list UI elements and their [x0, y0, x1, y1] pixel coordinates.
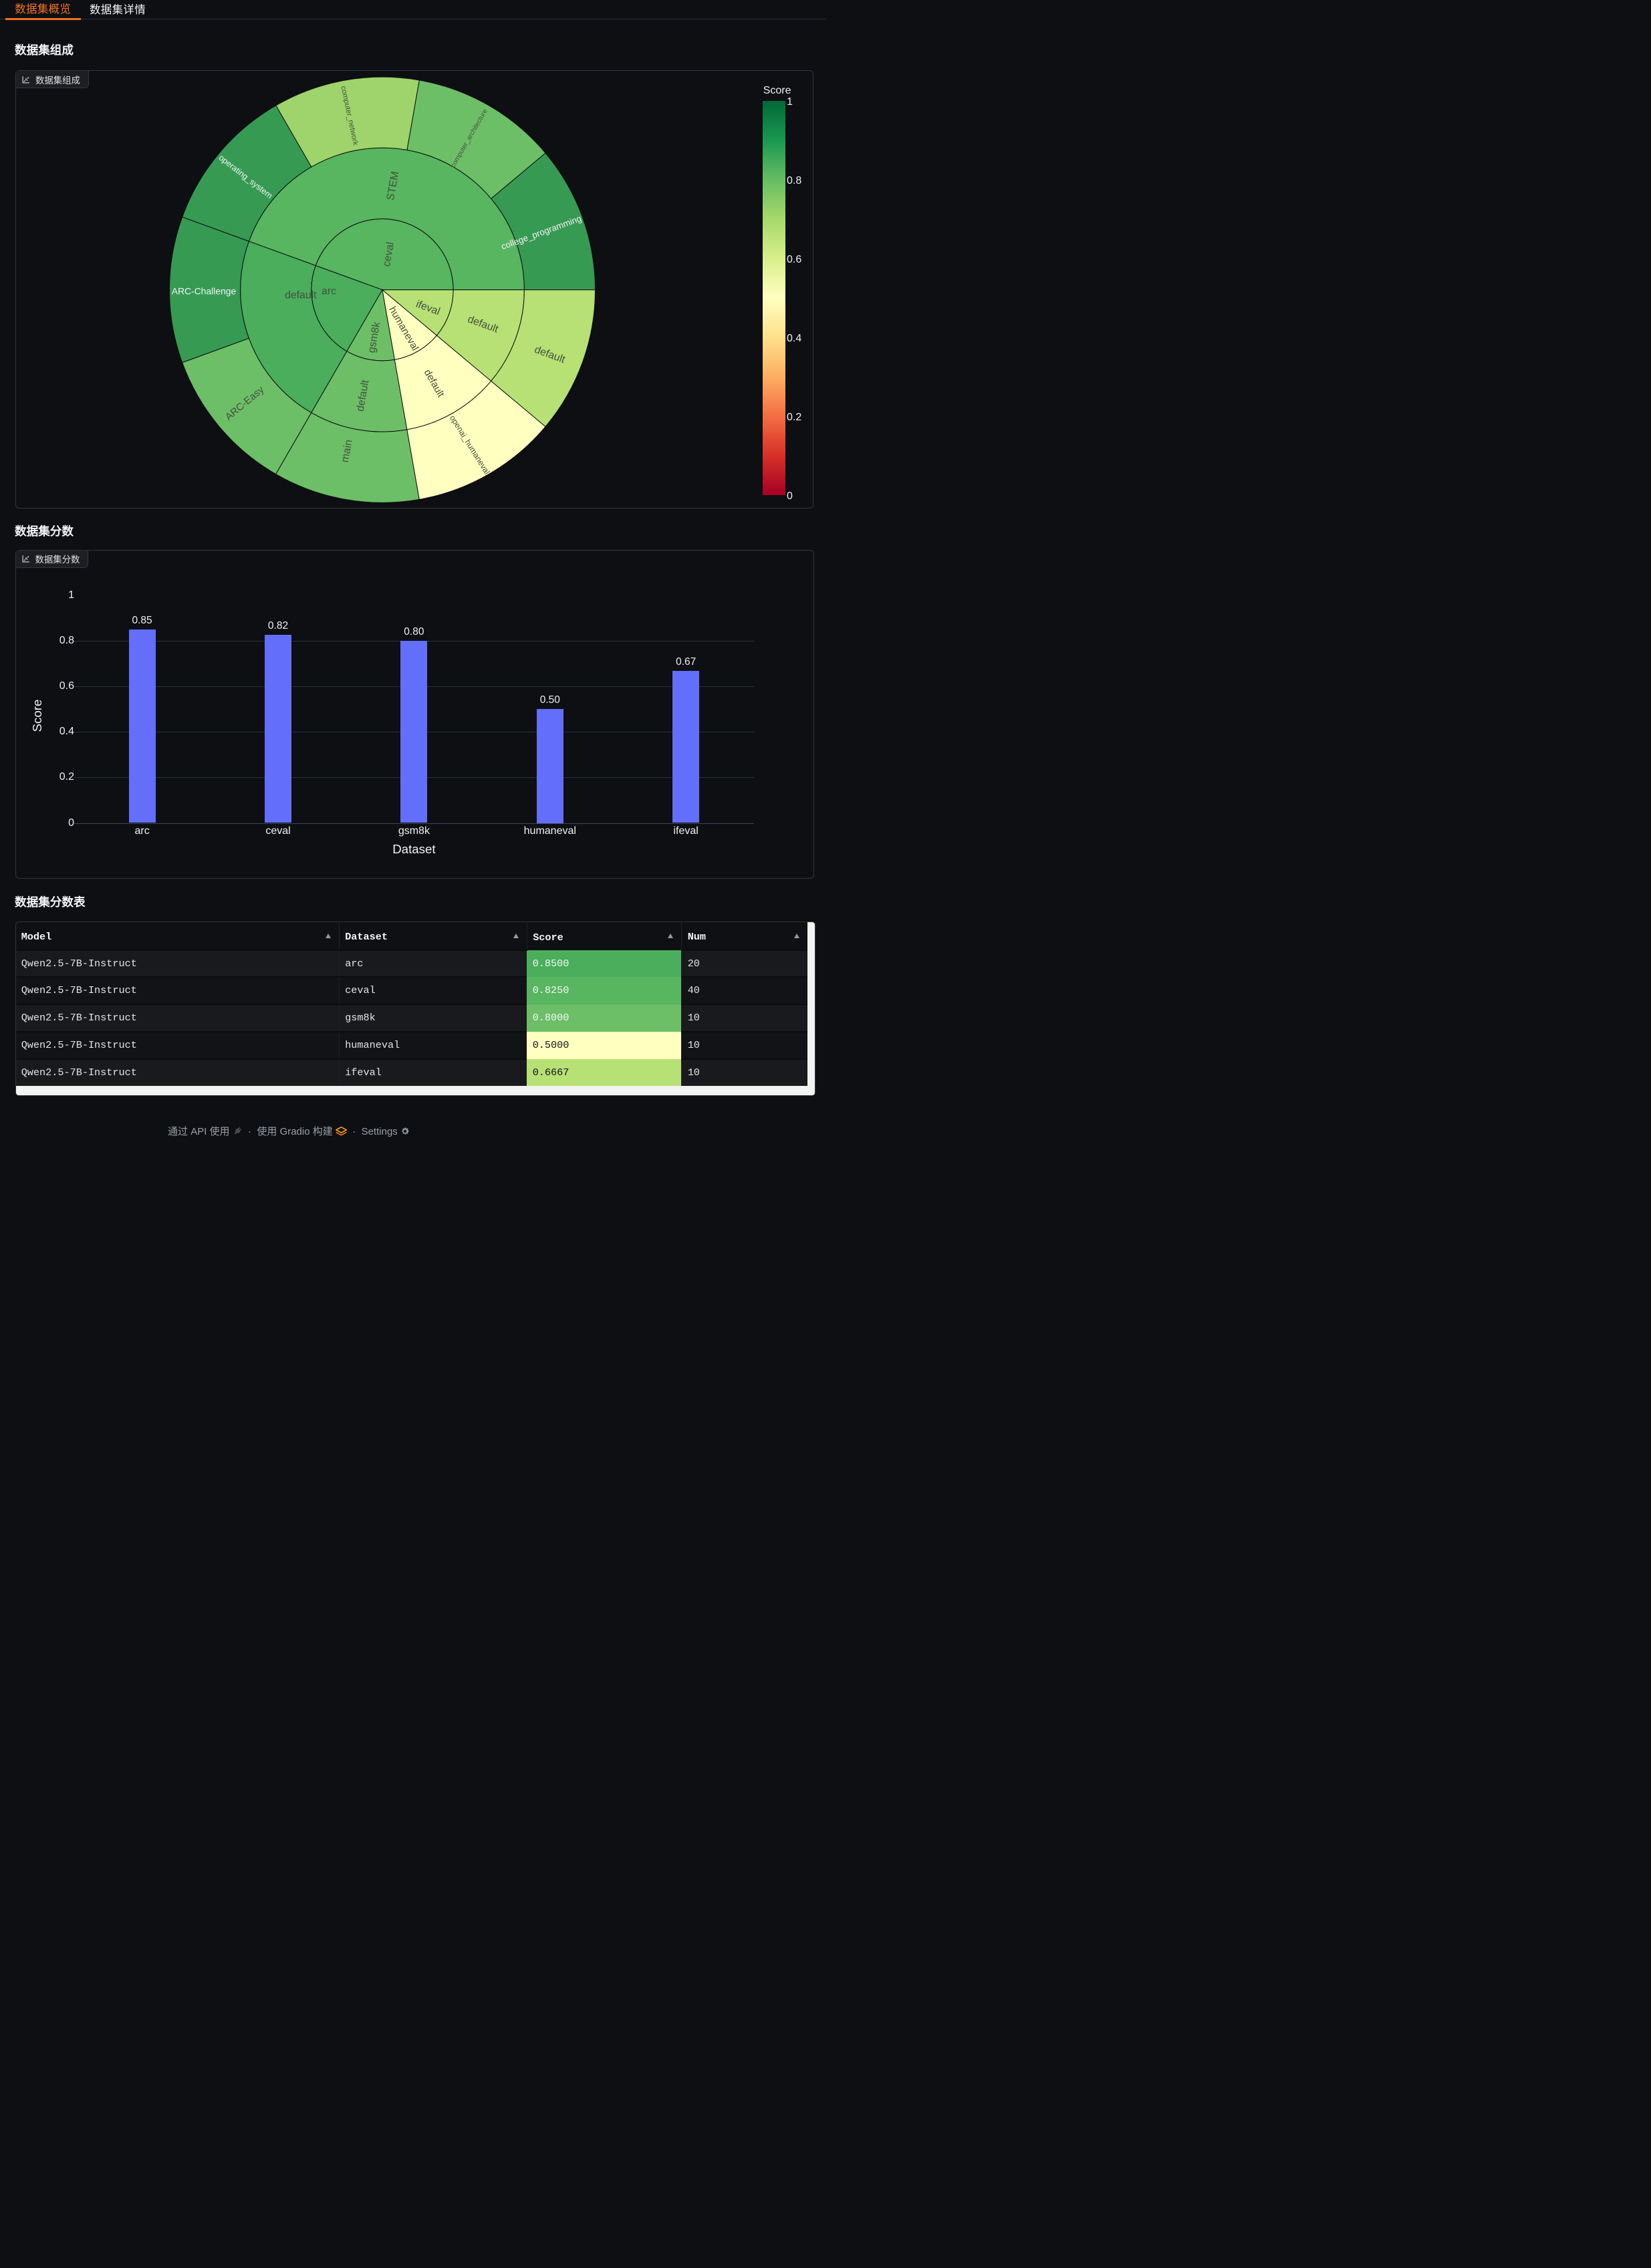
svg-text:main: main: [340, 439, 355, 464]
svg-text:default: default: [285, 289, 317, 301]
svg-text:arc: arc: [322, 285, 336, 297]
svg-text:ceval: ceval: [381, 241, 396, 267]
svg-text:ARC-Challenge: ARC-Challenge: [172, 285, 237, 296]
